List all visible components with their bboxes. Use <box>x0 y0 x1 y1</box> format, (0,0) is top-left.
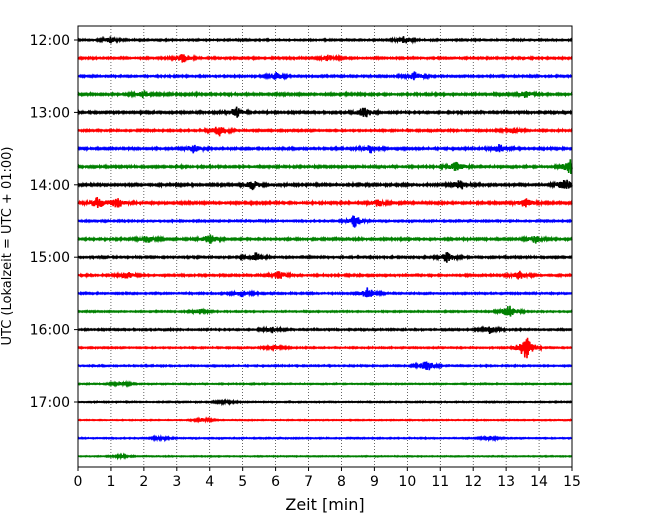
trace-1500 <box>77 252 573 263</box>
y-tick-label: 13:00 <box>30 105 70 121</box>
trace-1615 <box>77 337 573 359</box>
trace-1400 <box>77 179 573 191</box>
trace-1345 <box>77 159 573 175</box>
x-tick-label: 13 <box>497 474 515 490</box>
trace-1445 <box>77 234 573 244</box>
x-tick-label: 14 <box>530 474 548 490</box>
x-tick-label: 2 <box>139 474 148 490</box>
x-tick-label: 15 <box>563 474 581 490</box>
x-tick-label: 12 <box>464 474 482 490</box>
trace-1230 <box>77 71 573 81</box>
x-axis-ticks: 0 1 2 3 4 5 6 7 8 9 10 11 12 13 14 15 <box>74 467 581 490</box>
y-tick-label: 12:00 <box>30 33 70 49</box>
x-tick-label: 3 <box>172 474 181 490</box>
trace-1700 <box>77 398 573 407</box>
trace-1300 <box>77 106 573 118</box>
y-tick-label: 17:00 <box>30 395 70 411</box>
x-tick-label: 0 <box>74 474 83 490</box>
trace-1430 <box>77 215 573 228</box>
y-tick-label: 14:00 <box>30 178 70 194</box>
trace-1415 <box>77 196 573 208</box>
trace-1715 <box>77 416 573 424</box>
trace-1245 <box>77 89 573 99</box>
trace-1530 <box>77 287 573 298</box>
x-tick-label: 8 <box>337 474 346 490</box>
x-tick-label: 6 <box>271 474 280 490</box>
y-tick-label: 16:00 <box>30 323 70 339</box>
trace-1545 <box>77 305 573 317</box>
y-axis-ticks: 12:00 13:00 14:00 15:00 16:00 17:00 <box>30 33 78 411</box>
x-tick-label: 5 <box>238 474 247 490</box>
trace-1315 <box>77 126 573 137</box>
trace-1745 <box>77 452 573 461</box>
trace-1200 <box>77 35 573 45</box>
trace-1645 <box>77 379 573 388</box>
x-tick-label: 9 <box>370 474 379 490</box>
x-tick-label: 11 <box>431 474 449 490</box>
x-tick-label: 1 <box>106 474 115 490</box>
trace-1330 <box>77 144 573 154</box>
x-axis-label: Zeit [min] <box>285 495 364 514</box>
x-tick-label: 4 <box>205 474 214 490</box>
seismogram-traces <box>77 35 573 461</box>
y-axis-label: UTC (Lokalzeit = UTC + 01:00) <box>0 147 15 346</box>
x-tick-label: 7 <box>304 474 313 490</box>
trace-1600 <box>77 325 573 334</box>
plot-frame <box>77 25 573 468</box>
trace-1630 <box>77 361 573 371</box>
trace-1515 <box>77 270 573 280</box>
plot-background <box>78 26 572 467</box>
x-tick-label: 10 <box>398 474 416 490</box>
y-tick-label: 15:00 <box>30 250 70 266</box>
trace-1730 <box>77 434 573 443</box>
trace-1215 <box>77 53 573 63</box>
